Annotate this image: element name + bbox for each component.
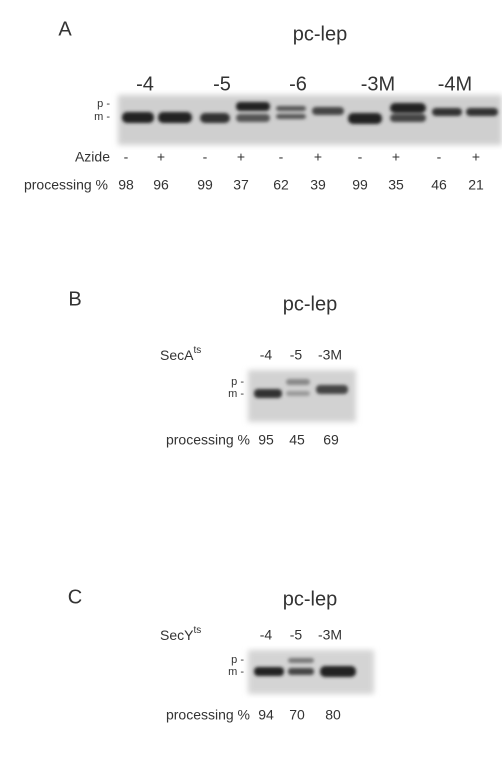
processing-value: 99 (197, 177, 213, 193)
band-label: m - (228, 388, 244, 400)
processing-value: 37 (233, 177, 249, 193)
processing-value: 96 (153, 177, 169, 193)
band-label: p - (231, 376, 244, 388)
row-label: processing % (166, 432, 250, 448)
panel-title: pc-lep (283, 588, 337, 610)
processing-value: 98 (118, 177, 134, 193)
row-label: processing % (166, 707, 250, 723)
row-label: processing % (24, 177, 108, 193)
azide-sign: + (157, 149, 165, 165)
lane-label: -5 (290, 347, 303, 363)
panel-title: pc-lep (293, 23, 347, 45)
panel-label: A (58, 18, 72, 40)
panel-title: pc-lep (283, 293, 337, 315)
lane-label: -4 (260, 627, 273, 643)
strain-name: SecA (160, 347, 194, 363)
gel-c (248, 650, 374, 694)
strain-label: SecYts (160, 625, 201, 643)
band-label: p - (97, 98, 110, 110)
band-label: m - (228, 666, 244, 678)
strain-sup: ts (193, 625, 201, 636)
band-label: m - (94, 111, 110, 123)
lane-label: -3M (361, 73, 395, 95)
gel-b (248, 370, 356, 422)
band-label: p - (231, 654, 244, 666)
azide-sign: + (472, 149, 480, 165)
lane-label: -4M (438, 73, 472, 95)
panel-label: B (68, 288, 81, 310)
processing-value: 62 (273, 177, 289, 193)
figure: Apc-lep-4-5-6-3M-4Mp -m -Azide-+-+-+-+-+… (0, 0, 502, 761)
processing-value: 95 (258, 432, 274, 448)
processing-value: 39 (310, 177, 326, 193)
panel-label: C (68, 586, 82, 608)
lane-label: -3M (318, 347, 342, 363)
azide-sign: + (237, 149, 245, 165)
azide-sign: - (203, 149, 208, 165)
azide-sign: - (124, 149, 129, 165)
lane-label: -6 (289, 73, 307, 95)
processing-value: 21 (468, 177, 484, 193)
azide-sign: - (358, 149, 363, 165)
azide-sign: + (314, 149, 322, 165)
azide-sign: + (392, 149, 400, 165)
processing-value: 94 (258, 707, 274, 723)
processing-value: 45 (289, 432, 305, 448)
strain-name: SecY (160, 627, 194, 643)
lane-label: -3M (318, 627, 342, 643)
azide-label: Azide (75, 149, 110, 165)
lane-label: -5 (213, 73, 231, 95)
lane-label: -5 (290, 627, 303, 643)
processing-value: 70 (289, 707, 305, 723)
azide-sign: - (437, 149, 442, 165)
azide-sign: - (279, 149, 284, 165)
processing-value: 35 (388, 177, 404, 193)
strain-label: SecAts (160, 345, 201, 363)
processing-value: 80 (325, 707, 341, 723)
strain-sup: ts (193, 345, 201, 356)
gel-a (118, 95, 502, 145)
processing-value: 99 (352, 177, 368, 193)
processing-value: 69 (323, 432, 339, 448)
processing-value: 46 (431, 177, 447, 193)
lane-label: -4 (260, 347, 273, 363)
lane-label: -4 (136, 73, 154, 95)
